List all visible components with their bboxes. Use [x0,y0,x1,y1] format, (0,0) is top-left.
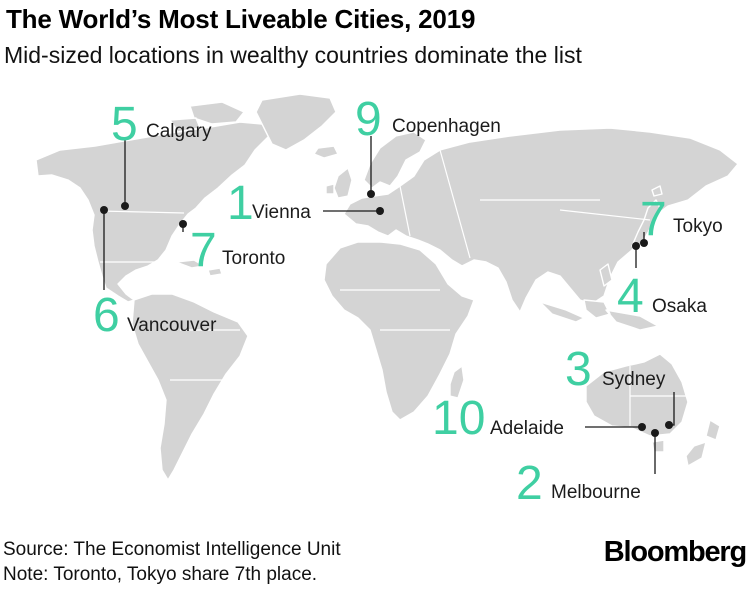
landmass-new-zealand [685,419,721,467]
bloomberg-logo: Bloomberg [603,536,747,568]
marker-vancouver [100,206,108,214]
landmass-arctic-islands [169,101,245,133]
city-name-toronto: Toronto [222,248,285,269]
marker-copenhagen [367,190,375,198]
marker-sydney [665,421,673,429]
landmass-greenland [255,93,337,151]
marker-tokyo [640,239,648,247]
marker-adelaide [638,423,646,431]
land-masses [35,93,739,481]
rank-adelaide: 10 [432,392,485,445]
marker-melbourne [651,429,659,437]
marker-calgary [121,202,129,210]
landmass-southeast-asia-islands [539,263,659,331]
city-name-sydney: Sydney [602,369,666,390]
leader-lines [103,136,675,474]
source-note: Source: The Economist Intelligence Unit [3,539,341,560]
landmass-british-isles [325,167,353,199]
city-name-tokyo: Tokyo [673,216,723,237]
rank-vienna: 1 [227,177,254,230]
city-name-osaka: Osaka [652,296,707,317]
rank-sydney: 3 [565,343,592,396]
landmass-australia [585,353,689,437]
city-markers [100,190,673,437]
world-map: 5 Calgary 9 Copenhagen 1 Vienna 7 Toront… [35,93,739,510]
rank-tokyo: 7 [640,193,667,246]
landmass-africa [323,241,475,421]
city-name-calgary: Calgary [146,121,212,142]
rank-osaka: 4 [617,270,644,323]
rank-calgary: 5 [111,98,138,151]
city-name-adelaide: Adelaide [490,418,564,439]
city-name-vienna: Vienna [252,202,311,223]
city-name-vancouver: Vancouver [127,315,217,336]
map-subtitle: Mid-sized locations in wealthy countries… [4,42,582,68]
country-borders [99,149,686,426]
marker-vienna [376,207,384,215]
footer: Source: The Economist Intelligence Unit … [3,537,341,587]
landmass-iceland [313,145,339,159]
marker-toronto [179,220,187,228]
rank-copenhagen: 9 [355,93,382,146]
landmass-madagascar [449,365,465,399]
city-name-copenhagen: Copenhagen [392,116,501,137]
marker-osaka [632,242,640,250]
city-labels: 5 Calgary 9 Copenhagen 1 Vienna 7 Toront… [93,93,723,510]
landmass-south-america [131,293,249,481]
footnote: Note: Toronto, Tokyo share 7th place. [3,564,318,585]
rank-toronto: 7 [190,224,217,277]
city-name-melbourne: Melbourne [551,482,641,503]
landmass-scandinavia [363,131,427,189]
landmass-caribbean [175,259,223,277]
landmass-eurasia [343,127,739,313]
rank-vancouver: 6 [93,289,120,342]
landmass-tasmania [651,439,665,453]
map-title: The World’s Most Liveable Cities, 2019 [6,4,476,34]
rank-melbourne: 2 [516,457,543,510]
